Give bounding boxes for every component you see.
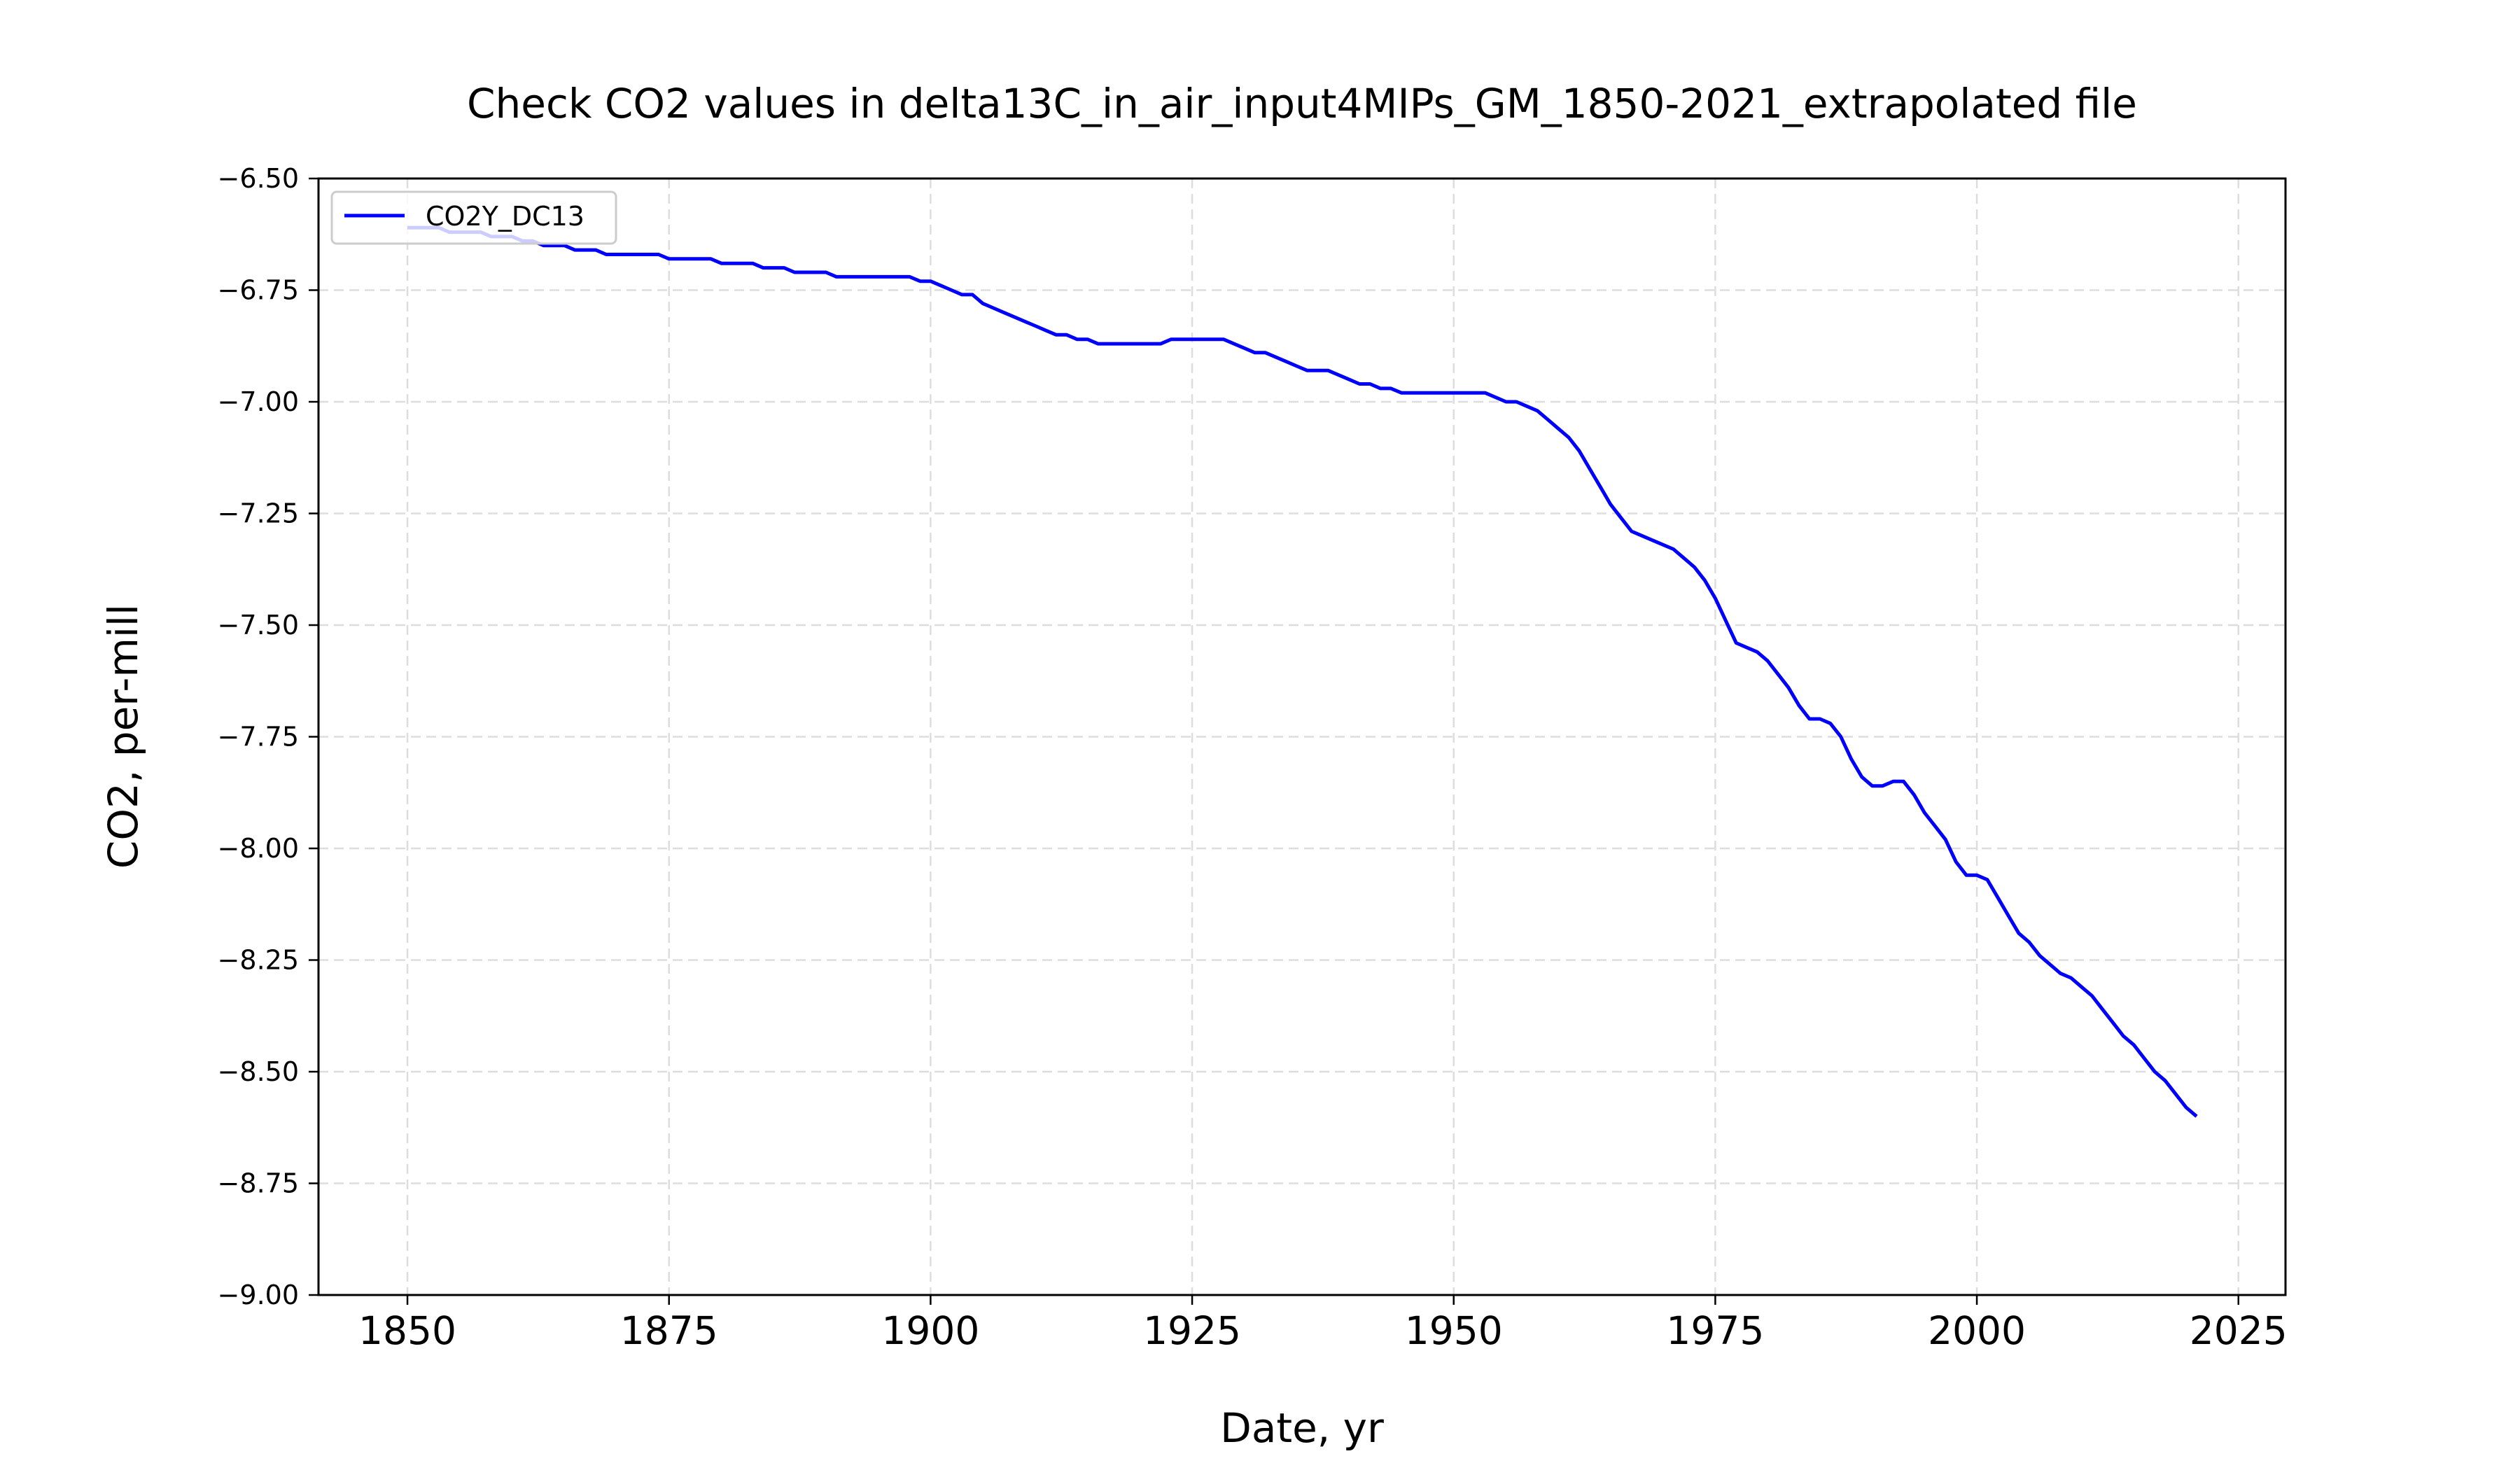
y-tick-label: −7.50 [218, 610, 299, 640]
y-tick-label: −8.00 [218, 833, 299, 864]
y-tick-label: −8.50 [218, 1056, 299, 1087]
y-axis: −6.50 −6.75 −7.00 −7.25 −7.50 −7.75 −8.00 −8.25… [218, 163, 318, 1310]
x-tick-label: 2025 [2190, 1308, 2288, 1353]
grid [318, 177, 2286, 1296]
series-line-co2y-dc13 [407, 225, 2198, 1118]
legend-label: CO2Y_DC13 [426, 201, 584, 232]
y-tick-label: −6.50 [218, 163, 299, 194]
chart-title: Check CO2 values in delta13C_in_air_inpu… [467, 80, 2137, 127]
x-tick-label: 2000 [1928, 1308, 2026, 1353]
y-tick-label: −8.75 [218, 1168, 299, 1199]
legend: CO2Y_DC13 [330, 190, 617, 245]
y-tick-label: −7.25 [218, 498, 299, 529]
y-tick-label: −6.75 [218, 275, 299, 306]
x-tick-label: 1925 [1143, 1308, 1241, 1353]
y-tick-label: −9.00 [218, 1280, 299, 1310]
y-tick-label: −8.25 [218, 945, 299, 976]
x-tick-label: 1875 [620, 1308, 718, 1353]
legend-box [330, 190, 617, 245]
y-tick-label: −7.00 [218, 386, 299, 417]
x-axis-label: Date, yr [1220, 1404, 1384, 1452]
series-layer [407, 225, 2198, 1118]
x-axis: 1850 1875 1900 1925 1950 1975 2000 2025 [358, 1295, 2288, 1353]
x-tick-label: 1900 [881, 1308, 979, 1353]
y-axis-label: CO2, per-mill [99, 604, 147, 869]
x-tick-label: 1975 [1666, 1308, 1764, 1353]
x-tick-label: 1850 [358, 1308, 456, 1353]
x-tick-label: 1950 [1405, 1308, 1503, 1353]
y-tick-label: −7.75 [218, 722, 299, 752]
